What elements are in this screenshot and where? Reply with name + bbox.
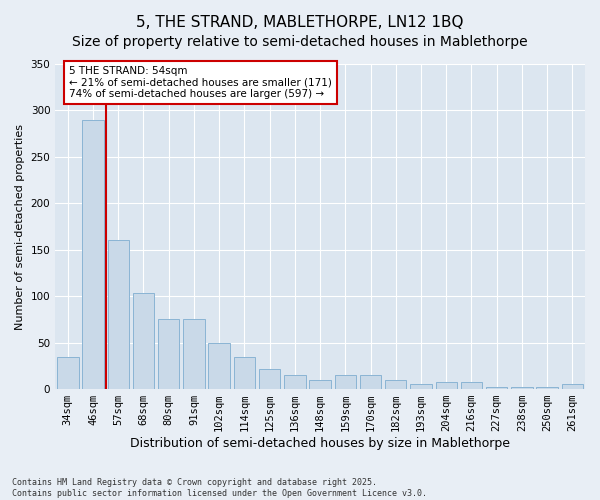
Bar bbox=[310, 380, 331, 389]
Text: Contains HM Land Registry data © Crown copyright and database right 2025.
Contai: Contains HM Land Registry data © Crown c… bbox=[12, 478, 427, 498]
Bar bbox=[183, 320, 205, 389]
Bar bbox=[284, 375, 305, 389]
Bar bbox=[82, 120, 104, 389]
Text: Size of property relative to semi-detached houses in Mablethorpe: Size of property relative to semi-detach… bbox=[72, 35, 528, 49]
X-axis label: Distribution of semi-detached houses by size in Mablethorpe: Distribution of semi-detached houses by … bbox=[130, 437, 510, 450]
Bar bbox=[107, 240, 129, 389]
Bar bbox=[360, 375, 381, 389]
Bar bbox=[335, 375, 356, 389]
Bar bbox=[385, 380, 406, 389]
Text: 5, THE STRAND, MABLETHORPE, LN12 1BQ: 5, THE STRAND, MABLETHORPE, LN12 1BQ bbox=[136, 15, 464, 30]
Bar bbox=[158, 320, 179, 389]
Bar bbox=[536, 387, 558, 389]
Bar bbox=[486, 387, 508, 389]
Bar bbox=[461, 382, 482, 389]
Bar bbox=[562, 384, 583, 389]
Text: 5 THE STRAND: 54sqm
← 21% of semi-detached houses are smaller (171)
74% of semi-: 5 THE STRAND: 54sqm ← 21% of semi-detach… bbox=[69, 66, 332, 99]
Bar bbox=[57, 356, 79, 389]
Bar bbox=[410, 384, 432, 389]
Bar bbox=[133, 294, 154, 389]
Bar bbox=[436, 382, 457, 389]
Bar bbox=[259, 368, 280, 389]
Bar bbox=[233, 356, 255, 389]
Bar bbox=[208, 342, 230, 389]
Bar bbox=[511, 387, 533, 389]
Y-axis label: Number of semi-detached properties: Number of semi-detached properties bbox=[15, 124, 25, 330]
